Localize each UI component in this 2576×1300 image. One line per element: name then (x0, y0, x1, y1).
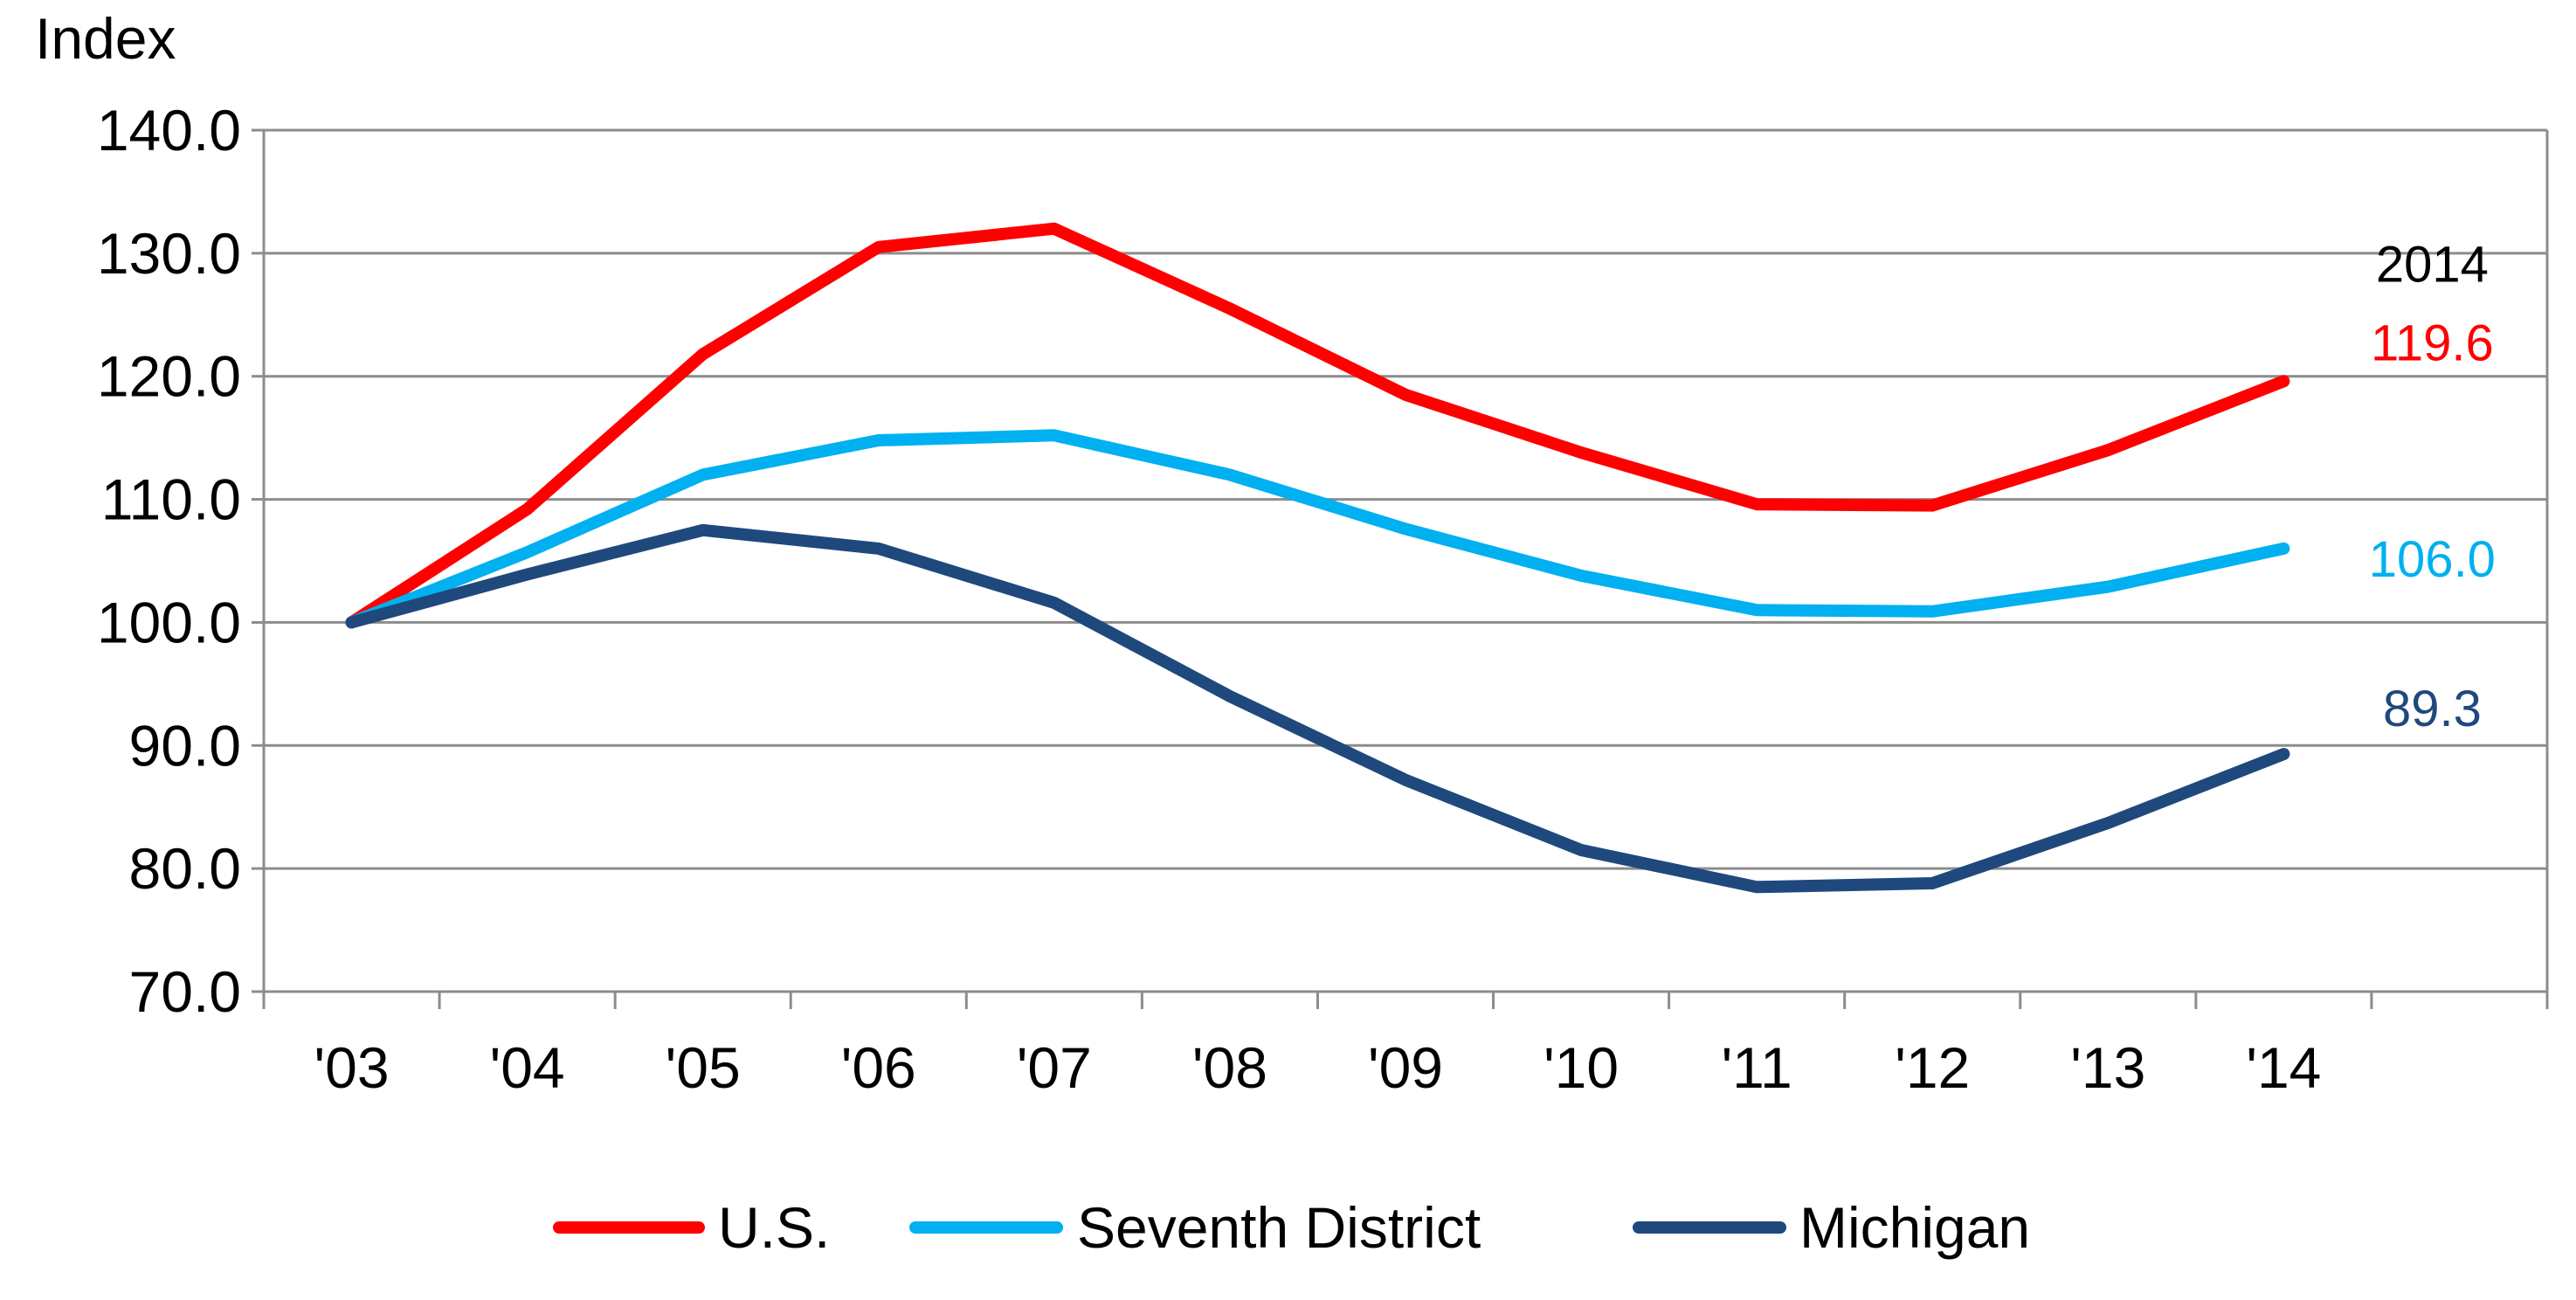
x-tick-label: '04 (490, 1035, 565, 1100)
y-tick-label: 120.0 (97, 344, 241, 409)
series-line-seventh-district (345, 429, 2290, 629)
annotations: 2014 119.6 106.0 89.3 (2369, 236, 2496, 737)
series-line-michigan (345, 523, 2290, 894)
legend-label: Seventh District (1077, 1195, 1481, 1260)
y-axis-title: Index (35, 6, 176, 71)
gridlines (264, 128, 2547, 870)
x-tick-label: '10 (1544, 1035, 1619, 1100)
x-tick-label: '11 (1722, 1035, 1792, 1100)
x-tick-label: '03 (314, 1035, 390, 1100)
end-value-label: 119.6 (2371, 315, 2494, 371)
x-tick-label: '14 (2246, 1035, 2321, 1100)
y-tick-label: 110.0 (101, 467, 241, 532)
y-tick-label: 90.0 (129, 713, 241, 778)
legend: U.S. Seventh District Michigan (553, 1195, 2030, 1260)
x-tick-label: '06 (841, 1035, 916, 1100)
legend-label: Michigan (1799, 1195, 2030, 1260)
end-value-label: 106.0 (2369, 531, 2496, 588)
series-line-u-s (345, 222, 2290, 629)
y-tick-label: 140.0 (97, 98, 241, 162)
x-tick-label: '13 (2070, 1035, 2145, 1100)
end-value-label: 89.3 (2383, 681, 2482, 737)
x-tick-label: '09 (1368, 1035, 1443, 1100)
x-tick-label: '12 (1895, 1035, 1970, 1100)
y-tick-label: 70.0 (129, 959, 241, 1024)
x-tick-label: '05 (666, 1035, 741, 1100)
series-lines (345, 222, 2290, 894)
y-tick-label: 100.0 (97, 590, 241, 654)
legend-label: U.S. (718, 1195, 830, 1260)
x-tick-label: '07 (1017, 1035, 1092, 1100)
y-tick-label: 80.0 (129, 836, 241, 901)
axes: 70.0 80.0 90.0 100.0 110.0 120.0 130.0 140.0 '03… (35, 6, 2549, 1100)
year-annotation: 2014 (2376, 236, 2489, 293)
x-tick-label: '08 (1192, 1035, 1267, 1100)
y-tick-label: 130.0 (97, 221, 241, 286)
